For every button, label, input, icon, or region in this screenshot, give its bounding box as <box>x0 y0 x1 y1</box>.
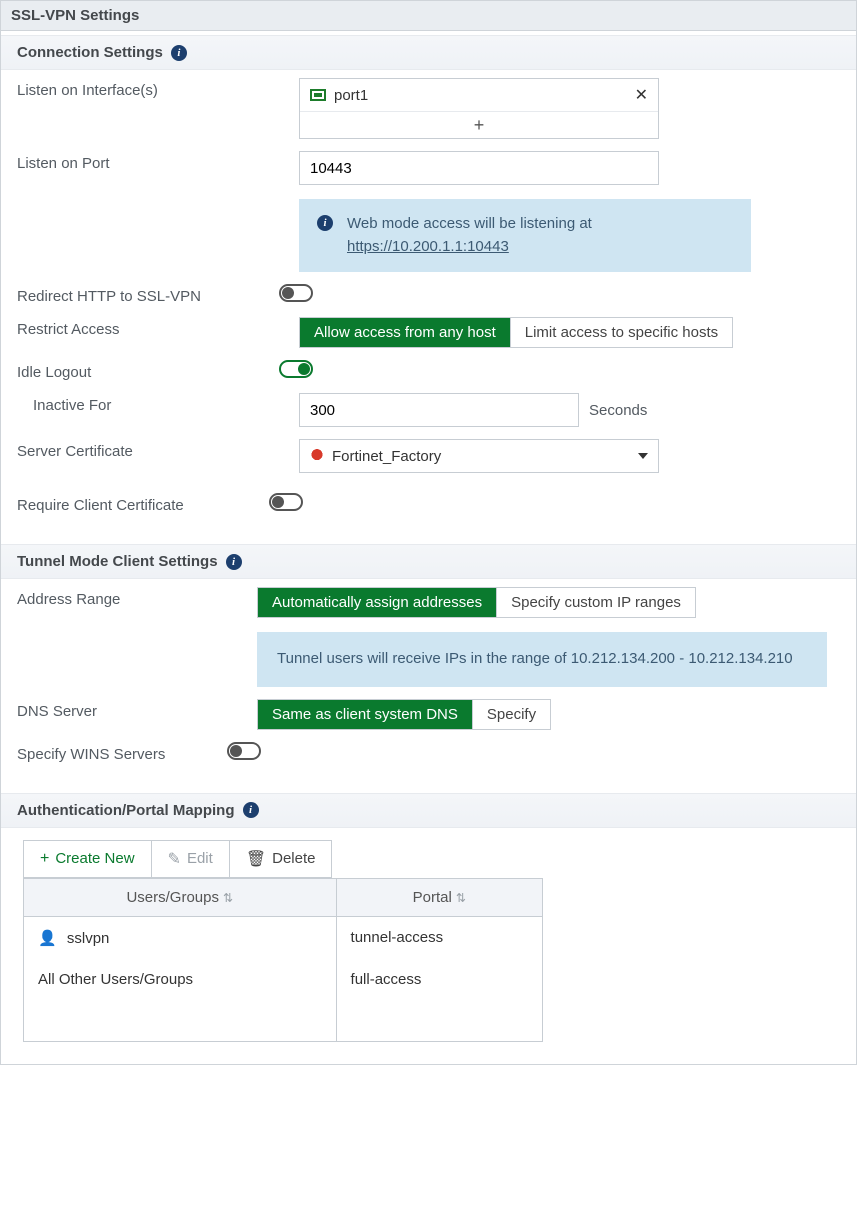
label-address-range: Address Range <box>17 587 257 608</box>
address-custom-button[interactable]: Specify custom IP ranges <box>497 588 695 617</box>
dns-server-segment: Same as client system DNS Specify <box>257 699 551 730</box>
label-redirect-http: Redirect HTTP to SSL-VPN <box>17 284 279 305</box>
panel-title: SSL-VPN Settings <box>1 1 856 31</box>
dns-specify-button[interactable]: Specify <box>473 700 550 729</box>
server-cert-value: Fortinet_Factory <box>332 448 441 465</box>
col-portal-label: Portal <box>413 889 452 906</box>
row-portal: full-access <box>336 959 542 1000</box>
label-server-cert: Server Certificate <box>17 439 299 460</box>
specify-wins-toggle[interactable] <box>227 742 261 760</box>
web-mode-infobox: i Web mode access will be listening at h… <box>299 199 751 272</box>
edit-label: Edit <box>187 850 213 867</box>
remove-interface-icon[interactable]: ✕ <box>635 85 648 105</box>
create-new-button[interactable]: + Create New <box>24 841 152 877</box>
section-tunnel-label: Tunnel Mode Client Settings <box>17 553 218 570</box>
interface-select[interactable]: port1 ✕ + <box>299 78 659 139</box>
col-users-groups[interactable]: Users/Groups ⇅ <box>24 878 337 916</box>
server-cert-select[interactable]: Fortinet_Factory <box>299 439 659 473</box>
require-client-cert-toggle[interactable] <box>269 493 303 511</box>
table-row[interactable]: All Other Users/Groups full-access <box>24 959 543 1000</box>
info-text-prefix: Web mode access will be listening at <box>347 215 592 232</box>
section-connection: Connection Settings i <box>1 35 856 70</box>
col-portal[interactable]: Portal ⇅ <box>336 878 542 916</box>
inactive-for-input[interactable] <box>299 393 579 427</box>
edit-button[interactable]: ✎ Edit <box>152 841 230 877</box>
inactive-unit: Seconds <box>589 402 647 419</box>
certificate-icon <box>310 449 324 463</box>
mapping-table: Users/Groups ⇅ Portal ⇅ 👤 sslvpn tunnel-ac… <box>23 878 543 1042</box>
tunnel-range-infobox: Tunnel users will receive IPs in the ran… <box>257 632 827 687</box>
delete-button[interactable]: 🗑 Delete <box>230 841 332 877</box>
restrict-access-segment: Allow access from any host Limit access … <box>299 317 733 348</box>
user-icon: 👤 <box>38 930 57 947</box>
listen-port-input[interactable] <box>299 151 659 185</box>
dns-same-button[interactable]: Same as client system DNS <box>258 700 473 729</box>
section-connection-label: Connection Settings <box>17 44 163 61</box>
info-icon: i <box>317 215 333 231</box>
redirect-http-toggle[interactable] <box>279 284 313 302</box>
chevron-down-icon <box>638 453 648 459</box>
sort-icon: ⇅ <box>456 891 466 905</box>
label-restrict-access: Restrict Access <box>17 317 299 338</box>
interface-tag: port1 ✕ <box>300 79 658 111</box>
info-icon[interactable]: i <box>171 45 187 61</box>
row-user: All Other Users/Groups <box>24 959 337 1000</box>
plus-icon: + <box>40 850 49 868</box>
row-user: sslvpn <box>67 930 110 947</box>
delete-label: Delete <box>272 850 315 867</box>
tunnel-range-text: Tunnel users will receive IPs in the ran… <box>277 648 793 671</box>
restrict-limit-button[interactable]: Limit access to specific hosts <box>511 318 732 347</box>
section-auth-label: Authentication/Portal Mapping <box>17 802 235 819</box>
row-portal: tunnel-access <box>336 916 542 959</box>
info-icon[interactable]: i <box>243 802 259 818</box>
section-tunnel: Tunnel Mode Client Settings i <box>1 544 856 579</box>
restrict-allow-any-button[interactable]: Allow access from any host <box>300 318 511 347</box>
section-auth: Authentication/Portal Mapping i <box>1 793 856 828</box>
label-listen-port: Listen on Port <box>17 151 299 172</box>
label-require-client-cert: Require Client Certificate <box>17 493 269 514</box>
trash-icon: 🗑 <box>246 849 266 869</box>
interface-name: port1 <box>334 87 368 104</box>
pencil-icon: ✎ <box>168 849 181 869</box>
web-mode-url-link[interactable]: https://10.200.1.1:10443 <box>347 238 509 255</box>
table-row[interactable]: 👤 sslvpn tunnel-access <box>24 916 543 959</box>
label-idle-logout: Idle Logout <box>17 360 279 381</box>
add-interface-button[interactable]: + <box>300 111 658 138</box>
address-auto-button[interactable]: Automatically assign addresses <box>258 588 497 617</box>
mapping-toolbar: + Create New ✎ Edit 🗑 Delete <box>23 840 332 878</box>
idle-logout-toggle[interactable] <box>279 360 313 378</box>
label-inactive-for: Inactive For <box>17 393 299 414</box>
label-specify-wins: Specify WINS Servers <box>17 742 227 763</box>
create-new-label: Create New <box>55 850 134 867</box>
col-users-groups-label: Users/Groups <box>126 889 219 906</box>
address-range-segment: Automatically assign addresses Specify c… <box>257 587 696 618</box>
sort-icon: ⇅ <box>223 891 233 905</box>
info-icon[interactable]: i <box>226 554 242 570</box>
label-listen-interfaces: Listen on Interface(s) <box>17 78 299 99</box>
label-dns-server: DNS Server <box>17 699 257 720</box>
port-icon <box>310 89 326 101</box>
table-row-empty <box>24 1000 543 1042</box>
